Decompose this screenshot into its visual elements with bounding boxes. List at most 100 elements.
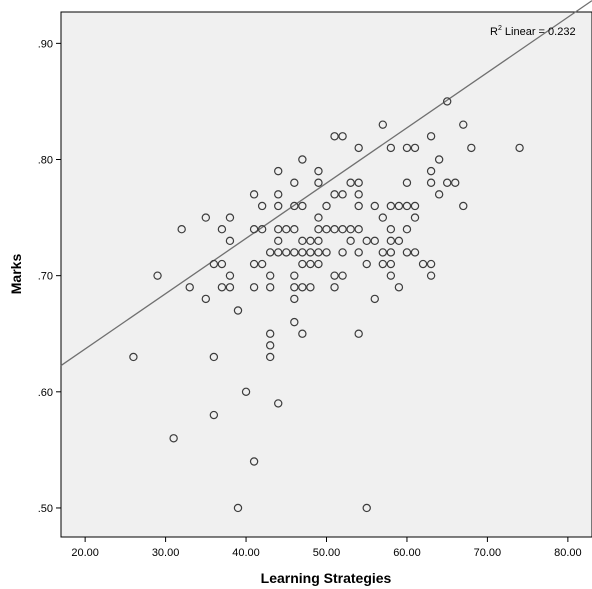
- data-point: [338, 132, 347, 141]
- data-point: [298, 329, 307, 338]
- data-point: [451, 178, 460, 187]
- data-point: [290, 283, 299, 292]
- data-point: [290, 271, 299, 280]
- data-point: [378, 213, 388, 222]
- data-point: [265, 283, 275, 292]
- data-point: [233, 306, 243, 315]
- data-point: [290, 225, 299, 234]
- data-layer: [60, 0, 592, 513]
- data-point: [290, 294, 299, 304]
- data-point: [330, 283, 339, 292]
- data-point: [209, 259, 219, 269]
- data-point: [459, 120, 468, 129]
- data-point: [217, 225, 227, 234]
- data-point: [217, 283, 227, 292]
- data-point: [394, 283, 404, 292]
- y-tick-label: .90: [38, 38, 53, 50]
- plot-area: [60, 11, 592, 538]
- data-point: [346, 225, 355, 234]
- data-point: [402, 178, 412, 187]
- data-point: [410, 248, 420, 257]
- data-point: [386, 225, 396, 234]
- data-point: [225, 271, 235, 280]
- data-point: [129, 352, 138, 362]
- y-tick-label: .80: [38, 155, 53, 167]
- data-point: [370, 201, 379, 211]
- data-point: [322, 201, 331, 211]
- data-point: [290, 317, 299, 327]
- data-point: [306, 236, 315, 246]
- data-point: [209, 410, 219, 420]
- x-tick-label: 60.00: [393, 547, 421, 559]
- data-point: [370, 294, 379, 304]
- data-point: [290, 248, 299, 257]
- data-point: [257, 259, 267, 269]
- data-point: [426, 178, 436, 187]
- data-point: [314, 225, 323, 234]
- data-point: [233, 503, 243, 513]
- data-point: [225, 236, 235, 246]
- x-tick-label: 30.00: [152, 547, 180, 559]
- x-tick-label: 80.00: [554, 547, 582, 559]
- data-point: [346, 236, 355, 246]
- data-point: [249, 190, 259, 199]
- data-point: [322, 248, 331, 257]
- data-point: [274, 399, 283, 408]
- data-point: [241, 387, 251, 397]
- x-axis-title: Learning Strategies: [261, 570, 392, 586]
- data-point: [314, 178, 323, 187]
- data-point: [370, 236, 379, 246]
- data-point: [153, 271, 162, 280]
- y-tick-label: .60: [38, 387, 53, 399]
- data-point: [338, 190, 347, 199]
- data-point: [217, 259, 227, 269]
- data-point: [346, 178, 355, 187]
- data-point: [330, 271, 339, 280]
- data-point: [274, 201, 283, 211]
- data-point: [209, 352, 219, 362]
- data-point: [306, 259, 315, 269]
- data-point: [426, 271, 436, 280]
- tick-layer: 20.00 30.00 40.00 50.00 60.00 70.00 80.00 .50 .6…: [38, 38, 582, 559]
- data-point: [338, 271, 347, 280]
- data-point: [338, 225, 347, 234]
- data-point: [306, 248, 315, 257]
- data-point: [515, 143, 524, 153]
- data-point: [354, 201, 363, 211]
- data-point: [394, 201, 404, 211]
- data-point: [314, 248, 323, 257]
- fit-line: [60, 0, 592, 367]
- data-point: [298, 236, 307, 246]
- data-point: [274, 190, 283, 199]
- data-point: [434, 155, 444, 164]
- data-point: [467, 143, 476, 153]
- data-point: [274, 236, 283, 246]
- x-tick-label: 70.00: [474, 547, 502, 559]
- data-point: [354, 178, 363, 187]
- data-point: [314, 213, 323, 222]
- data-point: [386, 201, 396, 211]
- data-point: [265, 329, 275, 338]
- data-point: [386, 143, 396, 153]
- x-tick-label: 20.00: [71, 547, 99, 559]
- data-point: [225, 283, 235, 292]
- data-point: [306, 283, 315, 292]
- data-point: [362, 259, 371, 269]
- data-point: [402, 143, 412, 153]
- data-point: [274, 166, 283, 176]
- data-point: [354, 143, 363, 153]
- data-point: [410, 213, 420, 222]
- data-point: [330, 225, 339, 234]
- data-point: [459, 201, 468, 211]
- data-point: [386, 271, 396, 280]
- x-tick-label: 40.00: [232, 547, 260, 559]
- data-point: [354, 225, 363, 234]
- x-tick-label: 50.00: [313, 547, 341, 559]
- data-point: [354, 190, 363, 199]
- data-point: [314, 236, 323, 246]
- data-point: [201, 213, 211, 222]
- data-point: [354, 248, 363, 257]
- data-point: [201, 294, 211, 304]
- data-point: [249, 259, 259, 269]
